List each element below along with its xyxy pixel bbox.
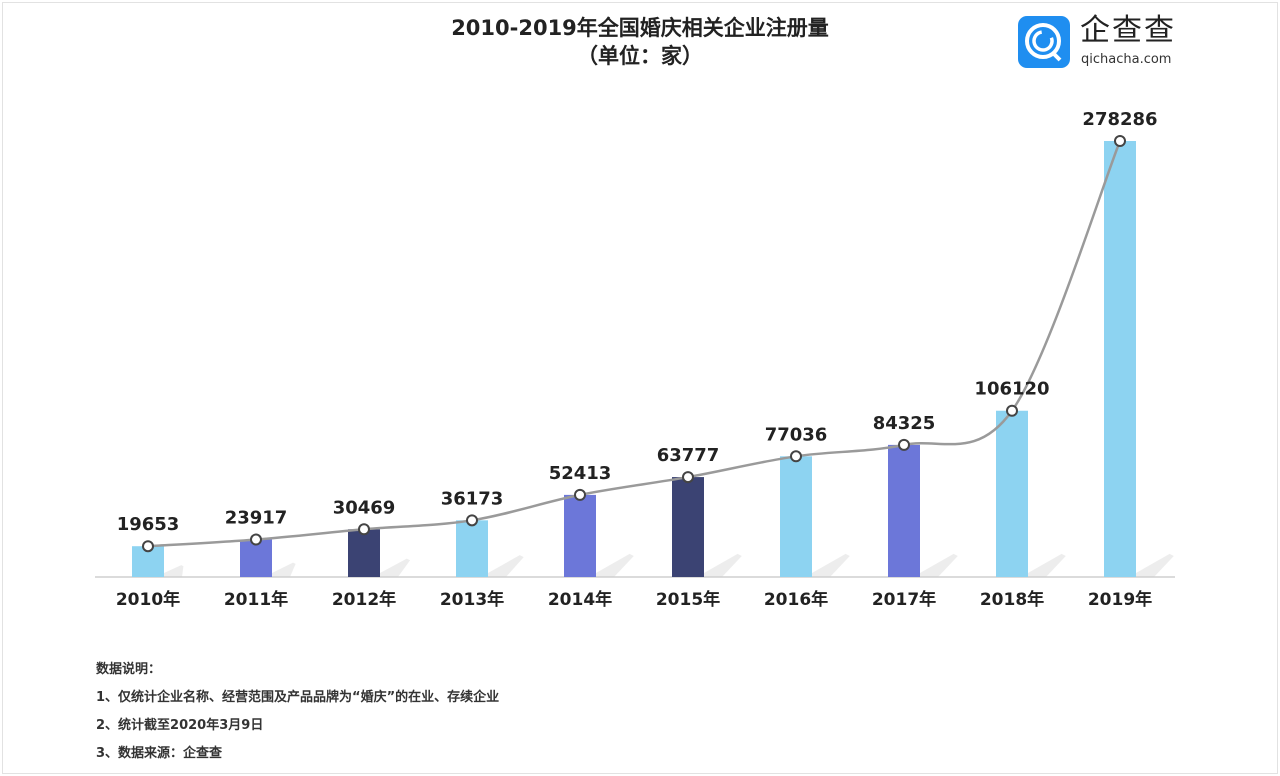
x-tick-label: 2012年 — [332, 589, 396, 610]
line-point — [250, 533, 262, 546]
data-label: 63777 — [657, 445, 720, 466]
bar — [348, 529, 380, 577]
bar — [1104, 141, 1136, 577]
bar — [240, 539, 272, 577]
logo-url: qichacha.com — [1081, 52, 1172, 67]
data-notes: 数据说明： 1、仅统计企业名称、经营范围及产品品牌为“婚庆”的在业、存续企业 2… — [96, 660, 499, 772]
line-point — [898, 438, 910, 451]
x-tick-label: 2014年 — [548, 589, 612, 610]
data-label: 77036 — [765, 424, 828, 445]
x-tick-label: 2010年 — [116, 589, 180, 610]
bar — [780, 456, 812, 577]
chart-subtitle: （单位：家） — [577, 44, 703, 68]
note-item: 3、数据来源：企查查 — [96, 746, 223, 761]
data-label: 30469 — [333, 497, 396, 518]
bar-shadow — [812, 553, 850, 577]
line-point — [1006, 404, 1018, 417]
x-tick-label: 2018年 — [980, 589, 1044, 610]
data-label: 278286 — [1082, 109, 1157, 130]
bar — [456, 520, 488, 577]
data-label: 36173 — [441, 488, 504, 509]
line-point — [1114, 135, 1126, 147]
data-label: 52413 — [549, 463, 612, 484]
x-tick-label: 2015年 — [656, 589, 720, 610]
notes-heading: 数据说明： — [96, 662, 162, 677]
bar-shadow — [920, 553, 958, 577]
qichacha-logo-icon — [1018, 16, 1070, 68]
line-point — [466, 514, 478, 527]
x-tick-label: 2017年 — [872, 589, 936, 610]
x-tick-label: 2011年 — [224, 589, 288, 610]
logo-name: 企查查 — [1080, 13, 1176, 48]
line-point — [574, 488, 586, 501]
note-item: 1、仅统计企业名称、经营范围及产品品牌为“婚庆”的在业、存续企业 — [96, 690, 500, 705]
bar-shadow — [1136, 553, 1174, 577]
bar-shadow — [1028, 553, 1066, 577]
line-point — [790, 450, 802, 463]
chart-title: 2010-2019年全国婚庆相关企业注册量 — [451, 16, 829, 40]
bar-shadow — [704, 553, 742, 577]
note-item: 2、统计截至2020年3月9日 — [96, 718, 264, 733]
bar-shadow — [380, 558, 411, 577]
line-point — [682, 471, 694, 484]
x-tick-label: 2019年 — [1088, 589, 1152, 610]
data-label: 23917 — [225, 508, 288, 529]
bar — [888, 444, 920, 577]
data-label: 19653 — [117, 514, 180, 535]
bar-shadow — [596, 553, 634, 577]
data-label: 84325 — [873, 413, 936, 434]
line-point — [358, 523, 370, 536]
data-label: 106120 — [974, 379, 1049, 400]
trend-line — [147, 140, 1122, 548]
bar — [672, 477, 704, 577]
x-tick-label: 2013年 — [440, 589, 504, 610]
line-point — [142, 540, 154, 553]
bar-shadow — [164, 565, 184, 577]
bar — [564, 494, 596, 577]
x-tick-label: 2016年 — [764, 589, 828, 610]
bar — [996, 410, 1028, 577]
bar-shadow — [488, 555, 524, 577]
bar-shadow — [272, 562, 296, 577]
